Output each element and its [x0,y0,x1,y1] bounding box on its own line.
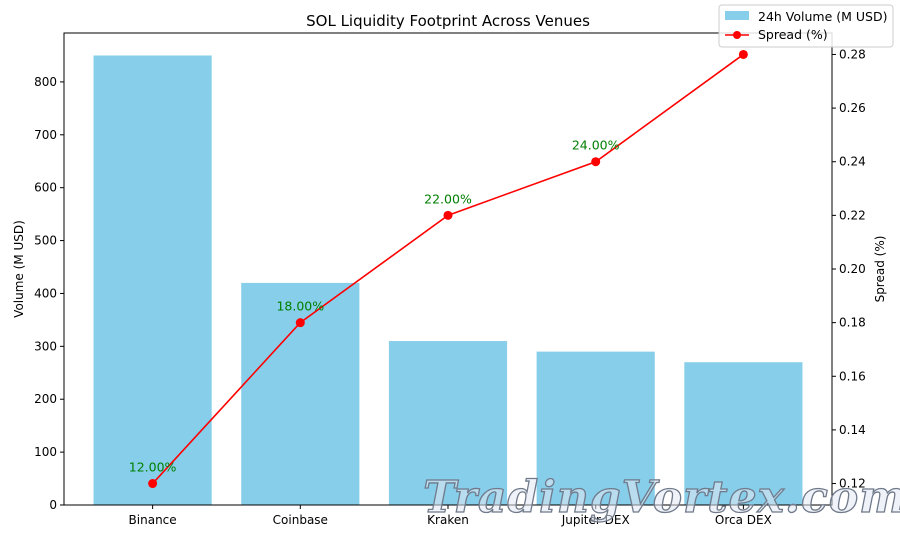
watermark-logo: TradingVortex.com [423,472,900,523]
x-tick-label: Coinbase [273,513,328,527]
plot-frame [63,32,833,506]
right-y-tick-label: 0.12 [839,477,866,491]
right-y-tick-label: 0.14 [839,423,866,437]
spread-data-label-0: 12.00% [129,460,177,475]
legend-spread-marker [733,31,741,39]
right-y-tick-label: 0.22 [839,208,866,222]
legend-spread-label: Spread (%) [758,27,828,42]
volume-bar-0 [93,55,212,505]
volume-bar-2 [388,341,508,505]
spread-data-label-3: 24.00% [572,138,620,153]
x-tick-label: Jupiter DEX [561,513,630,527]
right-y-tick-label: 0.16 [839,369,866,383]
spread-point-4 [738,49,748,59]
right-y-axis-ticks: 0.12 0.14 0.16 0.18 0.20 0.22 0.24 0.26 0.28 [832,47,866,491]
spread-point-2 [443,210,453,220]
left-y-tick-label: 600 [34,181,57,195]
volume-bars [93,55,803,505]
right-y-tick-label: 0.26 [839,101,866,115]
right-y-tick-label: 0.24 [839,155,866,169]
left-y-tick-label: 500 [34,234,57,248]
left-y-tick-label: 700 [34,128,57,142]
spread-data-labels: 12.00% 18.00% 22.00% 24.00% [129,138,620,475]
x-axis-ticks: Binance Coinbase Kraken Jupiter DEX Orca DEX [129,505,772,527]
legend-frame [718,4,894,48]
left-y-tick-label: 0 [49,498,57,512]
spread-point-1 [295,318,305,328]
left-y-axis-ticks: 0 100 200 300 400 500 600 700 800 [34,75,64,512]
spread-line-series [148,49,748,489]
right-y-tick-label: 0.20 [839,262,866,276]
right-y-tick-label: 0.28 [839,47,866,61]
right-y-tick-label: 0.18 [839,316,866,330]
left-y-tick-label: 400 [34,286,57,300]
chart-title: SOL Liquidity Footprint Across Venues [306,12,590,30]
legend-volume-swatch [725,11,749,20]
legend: 24h Volume (M USD) Spread (%) [718,4,894,48]
volume-bar-4 [684,362,803,505]
volume-bar-1 [241,282,360,505]
spread-data-label-2: 22.00% [424,191,472,206]
spread-point-3 [591,157,601,167]
x-tick-label: Kraken [427,513,469,527]
left-y-axis-title: Volume (M USD) [12,220,26,318]
spread-data-label-1: 18.00% [276,299,324,314]
x-tick-label: Orca DEX [715,513,772,527]
right-y-axis-title: Spread (%) [873,236,887,303]
left-y-tick-label: 200 [34,392,57,406]
volume-bar-3 [536,351,655,505]
spread-point-0 [148,479,158,489]
left-y-tick-label: 800 [34,75,57,89]
x-tick-label: Binance [129,513,177,527]
left-y-tick-label: 100 [34,445,57,459]
left-y-tick-label: 300 [34,339,57,353]
legend-volume-label: 24h Volume (M USD) [758,9,888,24]
